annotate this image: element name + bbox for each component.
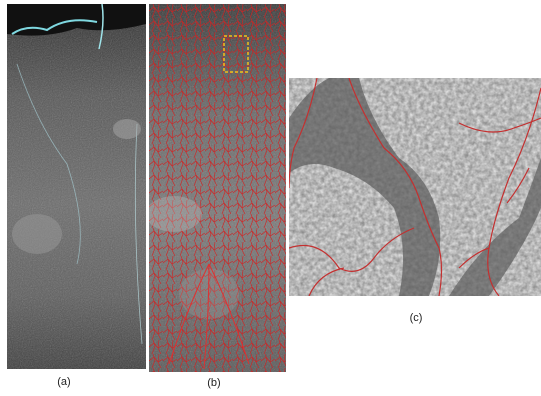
panel-a-satellite-image — [7, 4, 146, 369]
caption-b: (b) — [207, 377, 221, 389]
caption-a: (a) — [57, 376, 71, 388]
panel-c-zoomed-detail — [289, 78, 541, 296]
highlight-box — [223, 35, 249, 73]
panel-b-drainage-network-image — [149, 4, 286, 372]
caption-c: (c) — [409, 312, 423, 324]
